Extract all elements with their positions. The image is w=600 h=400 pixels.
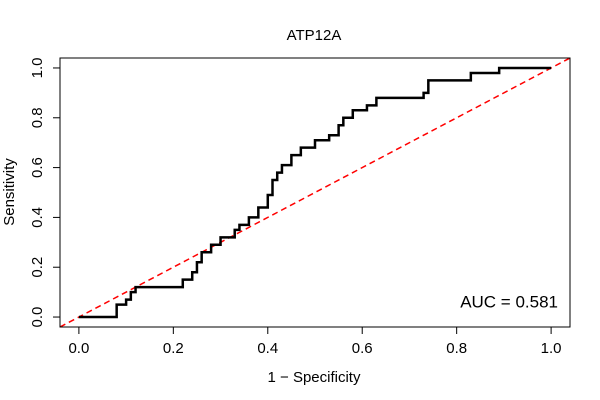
auc-annotation: AUC = 0.581 bbox=[460, 292, 558, 311]
y-tick-label: 0.6 bbox=[29, 157, 46, 178]
y-tick-label: 0.8 bbox=[29, 107, 46, 128]
reference-line bbox=[59, 57, 571, 328]
x-tick-label: 1.0 bbox=[541, 340, 562, 357]
x-tick-label: 0.6 bbox=[352, 340, 373, 357]
roc-curve bbox=[78, 66, 552, 319]
y-tick-label: 0.0 bbox=[29, 307, 46, 328]
chart-title: ATP12A bbox=[287, 27, 342, 44]
y-axis-label: Sensitivity bbox=[1, 158, 18, 226]
x-tick-label: 0.8 bbox=[446, 340, 467, 357]
x-axis-label: 1 − Specificity bbox=[268, 369, 361, 386]
x-tick-label: 0.4 bbox=[257, 340, 278, 357]
x-tick-label: 0.0 bbox=[68, 340, 89, 357]
y-tick-label: 0.2 bbox=[29, 257, 46, 278]
y-tick-label: 0.4 bbox=[29, 207, 46, 228]
x-tick-label: 0.2 bbox=[163, 340, 184, 357]
y-tick-label: 1.0 bbox=[29, 58, 46, 79]
plot-frame bbox=[59, 57, 571, 328]
